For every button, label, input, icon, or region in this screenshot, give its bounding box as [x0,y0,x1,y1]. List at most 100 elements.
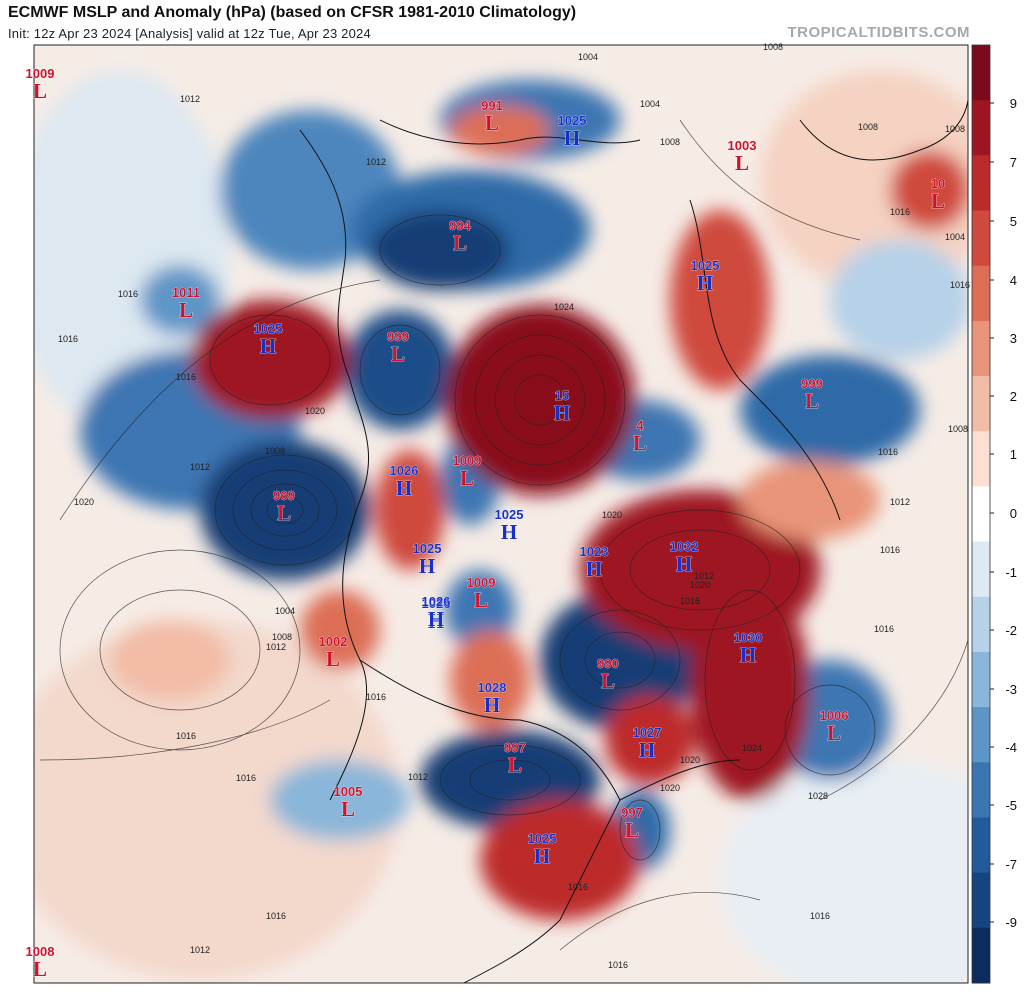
high-pressure-marker: 15H [554,388,571,426]
pressure-value: 1027 [633,725,662,740]
isobar-label: 1020 [690,580,710,590]
pressure-value: 969 [273,488,295,503]
colorbar-tick-label: -1 [1005,565,1017,580]
colorbar-swatch [972,486,990,543]
pressure-letter: H [396,476,412,500]
pressure-value: 1025 [413,541,442,556]
map-panel [34,45,968,983]
pressure-letter: L [633,431,647,455]
colorbar: 9 7 5 4 3 2 1 0 -1 -2 -3 -4 -5 -7 -9 [971,44,1017,984]
pressure-value: 1006 [820,708,849,723]
map-subtitle: Init: 12z Apr 23 2024 [Analysis] valid a… [8,26,371,41]
colorbar-tick-label: -2 [1005,623,1017,638]
pressure-value: 997 [621,805,643,820]
colorbar-tick-label: -3 [1005,682,1017,697]
colorbar-swatch [972,265,990,322]
isobar-label: 1012 [190,462,210,472]
pressure-value: 1026 [422,594,451,609]
pressure-value: 15 [555,388,569,403]
colorbar-swatch [972,872,990,929]
pressure-letter: H [428,609,444,633]
pressure-letter: L [931,189,945,213]
isobar-label: 1016 [810,911,830,921]
pressure-value: 1032 [670,539,699,554]
isobar-label: 1020 [602,510,622,520]
map-border [33,44,969,984]
pressure-letter: L [625,818,639,842]
isobar-label: 1012 [190,945,210,955]
colorbar-swatch [972,541,990,598]
colorbar-frame [971,44,991,984]
colorbar-swatch [972,762,990,818]
pressure-letter: H [697,271,713,295]
pressure-letter: H [501,520,517,544]
colorbar-tick-label: -5 [1005,798,1017,813]
isobar-label: 1016 [608,960,628,970]
pressure-letter: L [460,466,474,490]
pressure-letter: H [554,401,570,425]
isobar-label: 1024 [554,302,574,312]
colorbar-tick-label: -4 [1005,740,1017,755]
isobar-label: 1016 [568,882,588,892]
colorbar-swatch [972,651,990,708]
isobar-label: 1008 [858,122,878,132]
pressure-value: 991 [481,98,503,113]
pressure-value: 1030 [734,630,763,645]
pressure-letter: L [33,79,47,103]
isobar-labels: 1008100410041008101210121016101610121008… [58,42,970,970]
isobar-label: 1016 [680,596,700,606]
pressure-value: 1009 [467,575,496,590]
pressure-value: 1011 [172,285,200,300]
colorbar-tick-label: 9 [1010,96,1017,111]
isobar-label: 1016 [950,280,970,290]
isobar-label: 1008 [763,42,783,52]
anomaly-field [34,70,968,983]
pressure-value: 1025 [495,507,524,522]
coastlines [299,99,968,983]
low-pressure-marker: 10L [930,176,945,214]
colorbar-swatch [972,707,990,763]
pressure-value: 1003 [728,138,757,153]
colorbar-tick-label: 7 [1010,155,1017,170]
isobar-label: 1012 [694,571,714,581]
pressure-value: 1026 [390,463,419,478]
isobar-label: 1016 [58,334,78,344]
colorbar-swatch [972,376,990,432]
isobar-label: 1012 [890,497,910,507]
isobar-label: 1020 [680,755,700,765]
isobar-label: 1016 [266,911,286,921]
pressure-value: 1023 [580,544,609,559]
colorbar-swatch [972,100,990,156]
pressure-value: 1026 [422,596,451,611]
pressure-letter: H [484,693,500,717]
isobar-label: 1016 [176,372,196,382]
colorbar-tick-label: 4 [1010,273,1017,288]
pressure-letter: L [827,721,841,745]
pressure-letter: L [735,151,749,175]
pressure-letter: H [639,738,655,762]
isobar-label: 1004 [640,99,660,109]
colorbar-tick-label: 1 [1010,447,1017,462]
isobar-label: 1028 [808,791,828,801]
